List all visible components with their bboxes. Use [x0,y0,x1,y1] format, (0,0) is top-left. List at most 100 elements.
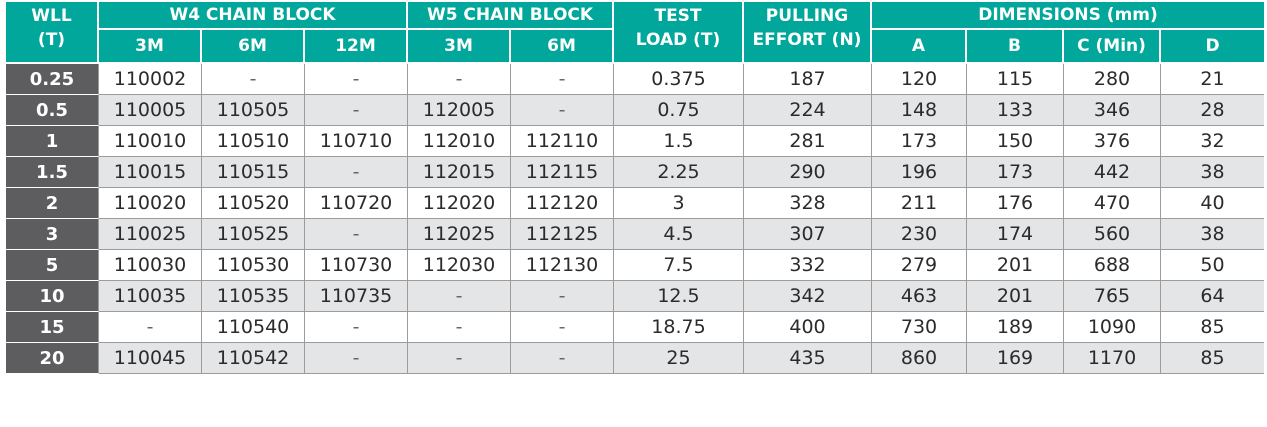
cell-w4-12m: - [305,95,408,126]
cell-w4-6m: 110540 [202,312,305,343]
cell-dim-c: 346 [1064,95,1161,126]
cell-w4-6m: 110535 [202,281,305,312]
cell-w5-3m: - [408,343,511,374]
table-row: 0.25 110002- - - -0.375 187 120 115 280 21 [6,64,1264,95]
table-row: 1.5 110015 110515-112015 112115 2.25 290 196 17… [6,157,1264,188]
cell-dim-d: 64 [1161,281,1264,312]
cell-w4-12m: 110730 [305,250,408,281]
cell-dim-a: 860 [872,343,967,374]
cell-w4-3m: 110015 [99,157,202,188]
cell-w4-3m: 110045 [99,343,202,374]
cell-w4-12m: 110720 [305,188,408,219]
cell-pulling-effort: 435 [744,343,872,374]
cell-wll: 3 [6,219,99,250]
header-pulling-effort: PULLING [744,2,872,30]
cell-w5-6m: - [511,95,614,126]
cell-pulling-effort: 328 [744,188,872,219]
cell-dim-d: 38 [1161,219,1264,250]
cell-test-load: 2.25 [614,157,744,188]
cell-test-load: 3 [614,188,744,219]
cell-w4-3m: 110025 [99,219,202,250]
cell-dim-d: 38 [1161,157,1264,188]
cell-dim-c: 1170 [1064,343,1161,374]
cell-dim-b: 173 [967,157,1064,188]
cell-w4-6m: 110520 [202,188,305,219]
cell-dim-c: 688 [1064,250,1161,281]
header-dim-c: C (Min) [1064,30,1161,64]
cell-w5-6m: - [511,64,614,95]
cell-dim-c: 560 [1064,219,1161,250]
table-row: 10 110035 110535 110735- -12.5 342 463 201 765 64 [6,281,1264,312]
cell-dim-b: 176 [967,188,1064,219]
header-pulling-effort-unit: EFFORT (N) [744,30,872,64]
cell-test-load: 4.5 [614,219,744,250]
cell-test-load: 7.5 [614,250,744,281]
cell-w5-6m: 112120 [511,188,614,219]
cell-dim-d: 85 [1161,343,1264,374]
table-body: 0.25 110002- - - -0.375 187 120 115 280 21 0.5 1100… [6,64,1264,374]
cell-w4-12m: - [305,219,408,250]
header-dim-a: A [872,30,967,64]
cell-w5-6m: 112125 [511,219,614,250]
cell-w4-6m: 110530 [202,250,305,281]
spec-table-container: WLL W4 CHAIN BLOCK W5 CHAIN BLOCK TEST P… [6,2,1264,374]
header-test-load-unit: LOAD (T) [614,30,744,64]
cell-dim-d: 40 [1161,188,1264,219]
cell-dim-a: 196 [872,157,967,188]
cell-wll: 5 [6,250,99,281]
cell-w5-3m: - [408,312,511,343]
cell-dim-a: 173 [872,126,967,157]
cell-w5-6m: - [511,281,614,312]
cell-w5-3m: 112010 [408,126,511,157]
cell-w5-6m: 112110 [511,126,614,157]
cell-dim-a: 120 [872,64,967,95]
cell-w4-6m: 110525 [202,219,305,250]
cell-w4-3m: 110030 [99,250,202,281]
cell-w4-6m: 110510 [202,126,305,157]
cell-w4-3m: - [99,312,202,343]
header-dimensions: DIMENSIONS (mm) [872,2,1264,30]
cell-dim-c: 442 [1064,157,1161,188]
cell-w5-6m: - [511,343,614,374]
cell-dim-a: 230 [872,219,967,250]
cell-w5-3m: 112025 [408,219,511,250]
cell-dim-d: 21 [1161,64,1264,95]
cell-dim-b: 115 [967,64,1064,95]
cell-wll: 20 [6,343,99,374]
cell-test-load: 1.5 [614,126,744,157]
cell-dim-d: 28 [1161,95,1264,126]
cell-w4-12m: 110735 [305,281,408,312]
cell-dim-b: 201 [967,250,1064,281]
cell-test-load: 18.75 [614,312,744,343]
chain-block-spec-table: WLL W4 CHAIN BLOCK W5 CHAIN BLOCK TEST P… [6,2,1264,374]
cell-dim-b: 201 [967,281,1064,312]
cell-test-load: 0.375 [614,64,744,95]
cell-dim-b: 189 [967,312,1064,343]
cell-w4-3m: 110035 [99,281,202,312]
table-row: 0.5 110005 110505-112005-0.75 224 148 133 346 2… [6,95,1264,126]
header-dim-b: B [967,30,1064,64]
cell-pulling-effort: 307 [744,219,872,250]
header-dim-d: D [1161,30,1264,64]
cell-w5-3m: - [408,64,511,95]
table-row: 2 110020 110520 110720 112020 112120 3 328 211 17… [6,188,1264,219]
header-test-load: TEST [614,2,744,30]
header-w4-3m: 3M [99,30,202,64]
cell-w4-3m: 110010 [99,126,202,157]
cell-w4-3m: 110020 [99,188,202,219]
cell-w5-3m: 112005 [408,95,511,126]
table-row: 15-110540- - -18.75 400 730 189 1090 85 [6,312,1264,343]
header-w4-6m: 6M [202,30,305,64]
cell-dim-a: 730 [872,312,967,343]
cell-w4-12m: - [305,157,408,188]
cell-wll: 2 [6,188,99,219]
cell-dim-c: 1090 [1064,312,1161,343]
cell-dim-b: 150 [967,126,1064,157]
cell-w4-12m: - [305,64,408,95]
cell-w4-12m: - [305,343,408,374]
cell-dim-a: 279 [872,250,967,281]
table-row: 20 110045 110542- - -25 435 860 169 1170 85 [6,343,1264,374]
header-wll-unit: (T) [6,30,99,64]
cell-wll: 15 [6,312,99,343]
cell-dim-b: 133 [967,95,1064,126]
